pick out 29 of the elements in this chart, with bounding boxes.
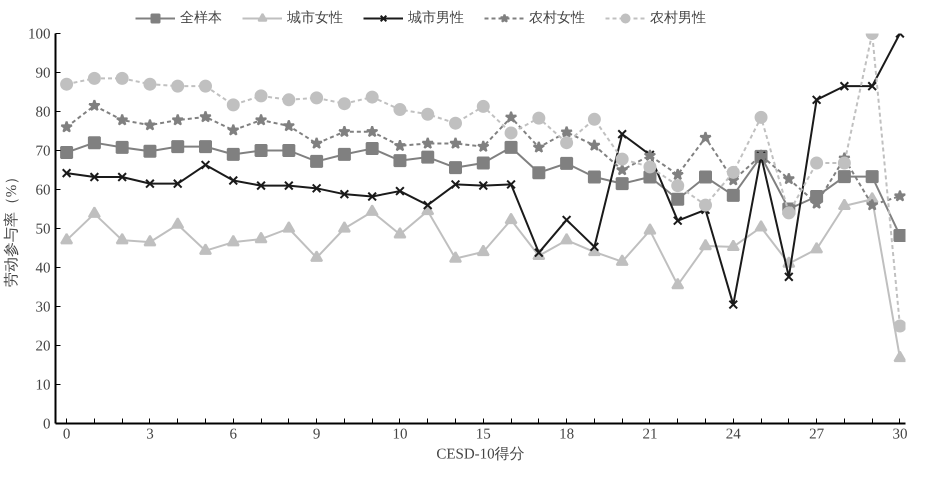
x-tick-label: 18 [559, 426, 574, 442]
x-tick-label: 21 [642, 426, 658, 442]
y-tick-label: 10 [36, 378, 50, 394]
x-tick-label: 30 [892, 426, 908, 442]
x-axis-title: CESD-10得分 [436, 446, 525, 462]
legend-label: 全样本 [180, 10, 222, 27]
legend-label: 城市女性 [287, 9, 343, 27]
x-tick-label: 24 [726, 426, 742, 442]
x-tick-label: 3 [146, 426, 154, 442]
x-tick-label: 15 [476, 426, 491, 442]
y-tick-label: 60 [36, 182, 50, 198]
y-tick-label: 30 [36, 300, 50, 316]
legend-label: 农村女性 [529, 10, 585, 27]
x-tick-label: 6 [230, 426, 238, 442]
legend-label: 农村男性 [650, 10, 706, 27]
x-tick-label: 10 [392, 426, 408, 442]
y-tick-label: 100 [28, 26, 50, 42]
y-tick-label: 20 [36, 338, 50, 354]
x-tick-label: 27 [809, 426, 825, 442]
y-tick-label: 0 [43, 416, 50, 432]
y-axis-title: 劳动参与率（%） [3, 170, 20, 288]
y-tick-label: 50 [36, 222, 50, 238]
y-tick-label: 80 [36, 104, 50, 120]
x-tick-label: 9 [312, 426, 320, 442]
y-tick-label: 40 [36, 260, 50, 276]
legend-label: 城市男性 [408, 9, 464, 27]
y-tick-label: 70 [36, 144, 50, 160]
y-tick-label: 90 [36, 66, 50, 82]
x-tick-label: 0 [62, 426, 70, 442]
